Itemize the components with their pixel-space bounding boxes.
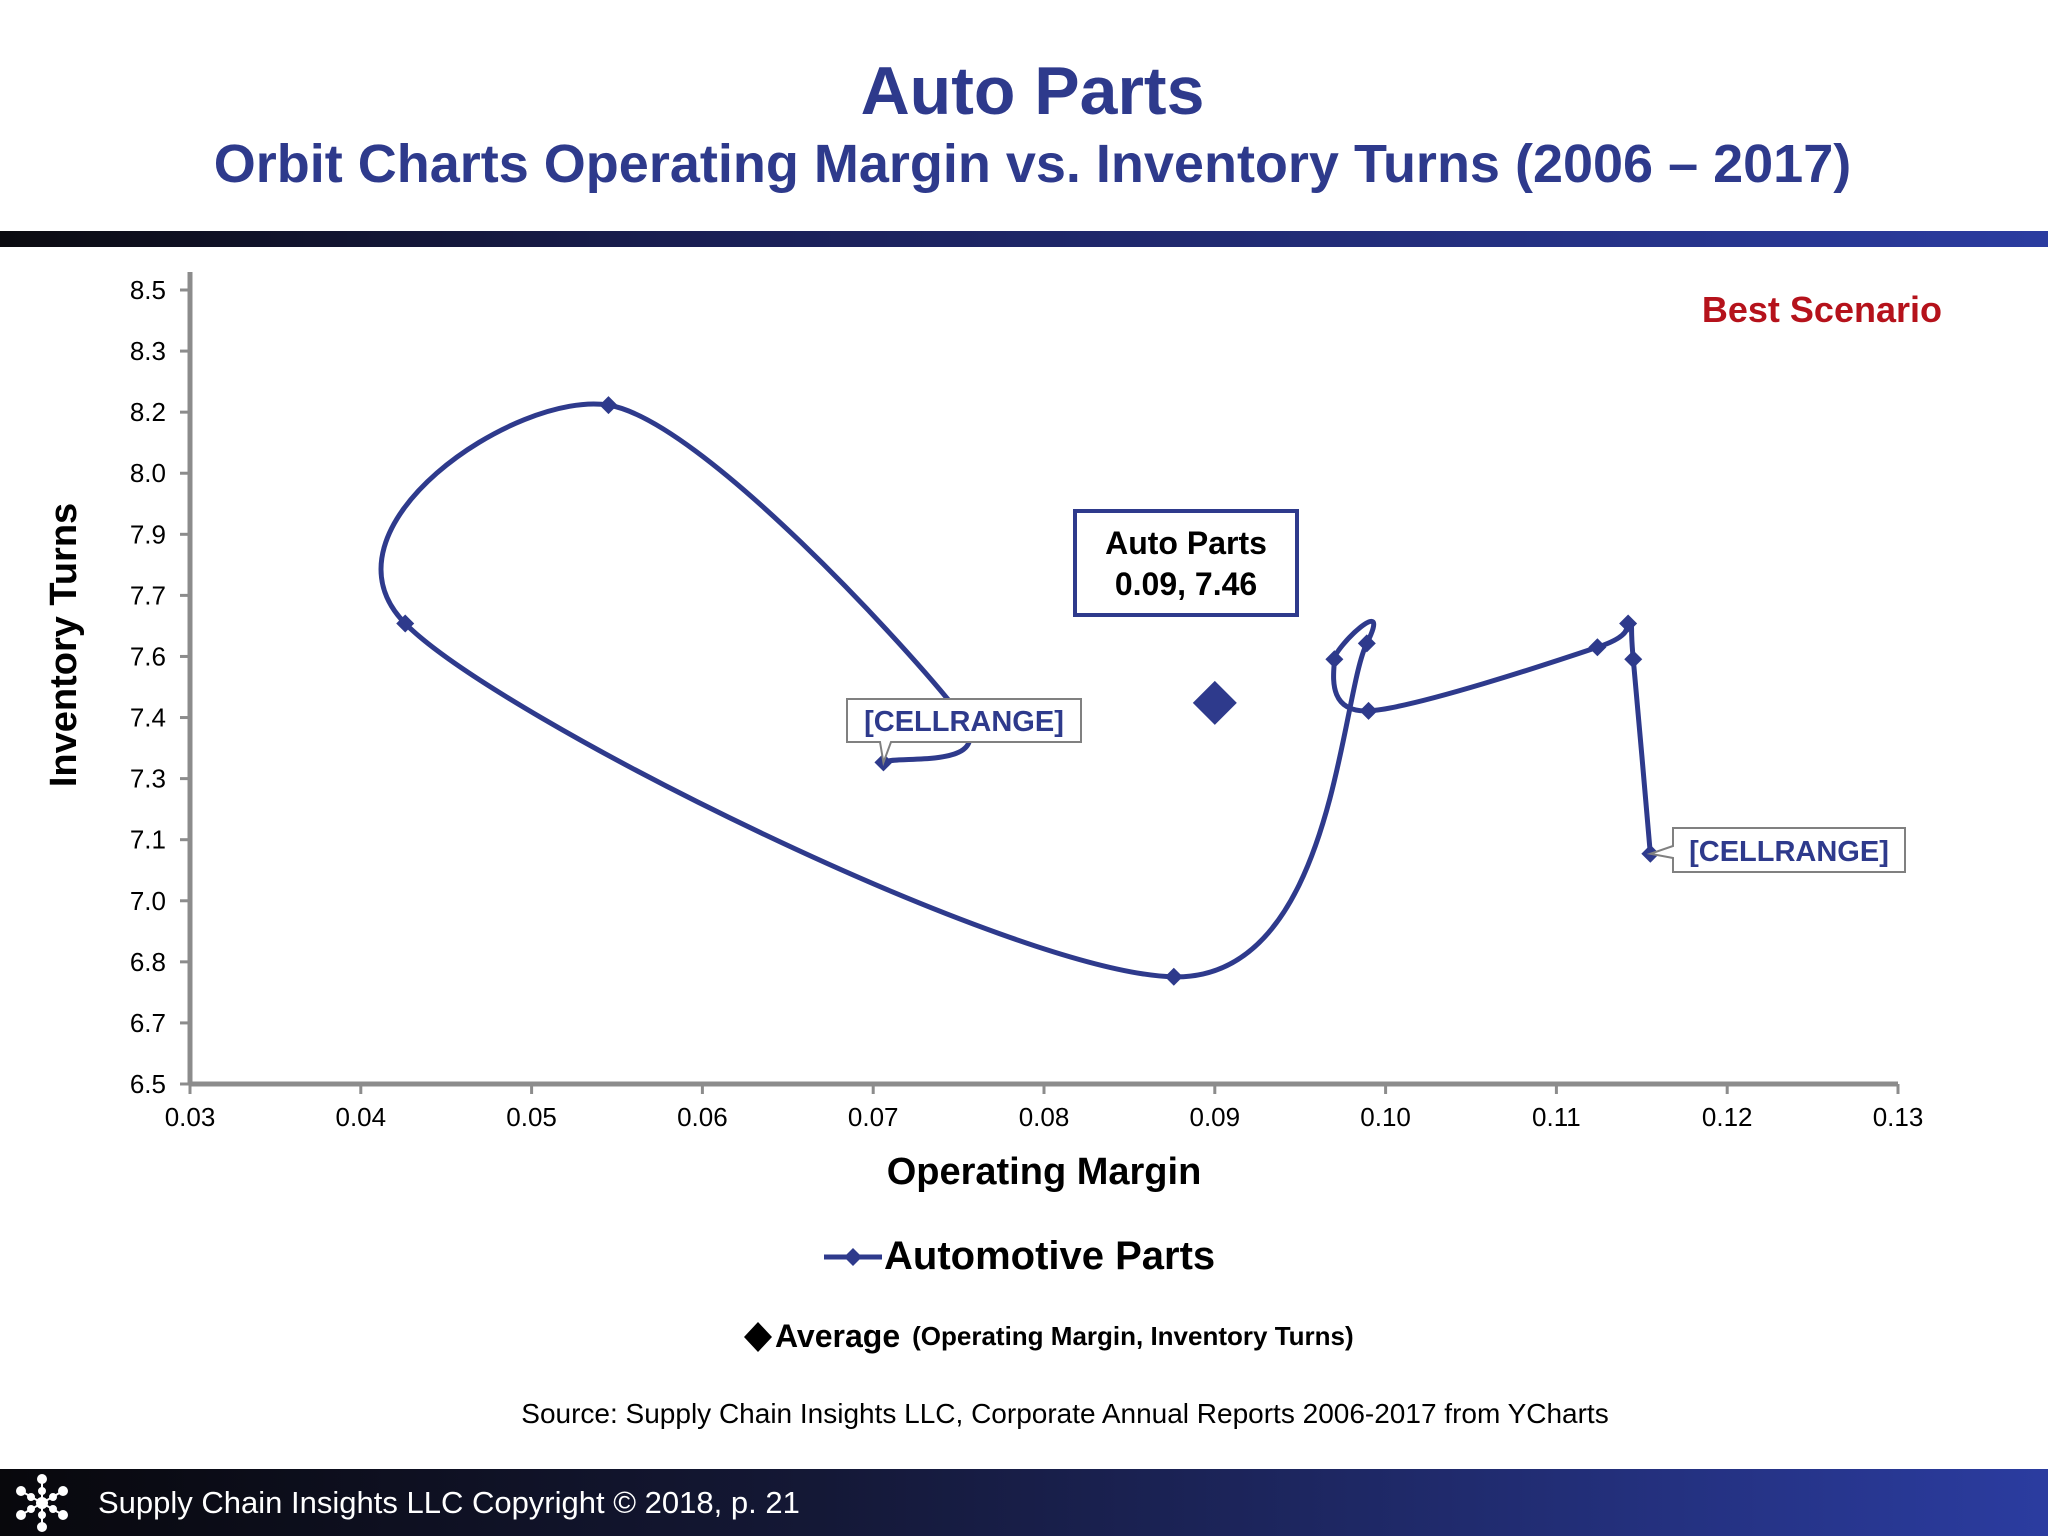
x-tick-label: 0.05 <box>506 1102 557 1132</box>
y-tick-label: 7.4 <box>130 703 166 733</box>
x-tick-label: 0.12 <box>1702 1102 1753 1132</box>
title-divider <box>0 231 2048 247</box>
source-note: Source: Supply Chain Insights LLC, Corpo… <box>521 1398 1609 1429</box>
series-point <box>396 614 415 633</box>
legend-average: Average (Operating Margin, Inventory Tur… <box>741 1318 1354 1355</box>
y-tick-label: 8.5 <box>130 275 166 305</box>
y-tick-label: 8.3 <box>130 336 166 366</box>
y-tick-label: 6.7 <box>130 1008 166 1038</box>
y-tick-label: 7.0 <box>130 886 166 916</box>
series-point <box>1619 614 1638 633</box>
x-tick-label: 0.08 <box>1019 1102 1070 1132</box>
series-point <box>1624 650 1643 669</box>
y-tick-label: 7.7 <box>130 580 166 610</box>
y-tick-label: 6.5 <box>130 1069 166 1099</box>
average-callout-value: 0.09, 7.46 <box>1115 566 1257 602</box>
series-point <box>1588 638 1607 657</box>
x-tick-label: 0.10 <box>1360 1102 1411 1132</box>
legend-average-sub: (Operating Margin, Inventory Turns) <box>912 1321 1354 1351</box>
data-label-callout-start <box>846 698 1082 767</box>
y-tick-label: 7.1 <box>130 825 166 855</box>
legend-series-label: Automotive Parts <box>884 1234 1216 1278</box>
x-tick-label: 0.04 <box>335 1102 386 1132</box>
average-callout-box <box>1073 509 1299 617</box>
y-tick-label: 8.2 <box>130 397 166 427</box>
legend-series: Automotive Parts <box>822 1234 1215 1279</box>
x-tick-label: 0.09 <box>1189 1102 1240 1132</box>
x-axis-title: Operating Margin <box>887 1151 1202 1193</box>
series-point <box>1359 701 1378 720</box>
series-point <box>1164 967 1183 986</box>
series-line <box>378 401 1653 980</box>
best-scenario-annotation: Best Scenario <box>1702 289 1942 330</box>
y-tick-label: 7.3 <box>130 764 166 794</box>
series-point <box>1357 634 1376 653</box>
footer-copyright: Supply Chain Insights LLC Copyright © 20… <box>98 1484 800 1520</box>
data-label-callout-end <box>1646 827 1906 873</box>
average-point <box>1192 680 1237 725</box>
y-tick-label: 8.0 <box>130 458 166 488</box>
legend-average-marker <box>744 1321 772 1352</box>
y-tick-label: 7.9 <box>130 519 166 549</box>
data-label-start: [CELLRANGE] <box>864 706 1064 738</box>
y-tick-label: 6.8 <box>130 947 166 977</box>
series-point <box>599 396 618 415</box>
average-callout-name: Auto Parts <box>1105 525 1267 561</box>
orbit-chart: 6.5 6.7 6.8 7.0 7.1 7.3 7.4 7.6 7.7 7.9 8.0 8.2 8.3 8… <box>43 272 1942 1193</box>
x-tick-label: 0.13 <box>1873 1102 1924 1132</box>
chart-title: Auto Parts <box>860 53 1205 129</box>
x-tick-label: 0.03 <box>165 1102 216 1132</box>
legend-average-label: Average <box>775 1318 901 1354</box>
x-tick-label: 0.06 <box>677 1102 728 1132</box>
snowflake-network-icon <box>16 1473 68 1532</box>
y-axis-title: Inventory Turns <box>43 503 85 787</box>
legend-series-marker <box>824 1247 882 1266</box>
footer-bar: Supply Chain Insights LLC Copyright © 20… <box>0 1469 2048 1536</box>
series-point <box>1325 650 1344 669</box>
data-label-end: [CELLRANGE] <box>1689 836 1889 868</box>
y-tick-label: 7.6 <box>130 641 166 671</box>
x-tick-label: 0.07 <box>848 1102 899 1132</box>
x-tick-label: 0.11 <box>1532 1102 1581 1132</box>
chart-subtitle: Orbit Charts Operating Margin vs. Invent… <box>213 134 1852 194</box>
